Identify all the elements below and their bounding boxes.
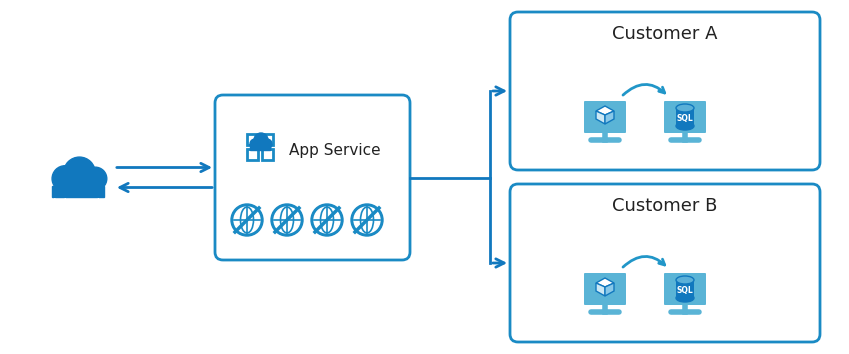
Circle shape <box>351 204 383 236</box>
Circle shape <box>231 204 263 236</box>
Polygon shape <box>596 106 614 115</box>
Ellipse shape <box>676 294 694 302</box>
Circle shape <box>254 133 268 147</box>
FancyBboxPatch shape <box>510 184 820 342</box>
Text: SQL: SQL <box>677 114 694 124</box>
FancyBboxPatch shape <box>215 95 410 260</box>
Bar <box>676 280 694 298</box>
Circle shape <box>65 176 85 196</box>
Bar <box>262 134 273 145</box>
Circle shape <box>314 207 340 233</box>
Bar <box>676 108 694 126</box>
FancyBboxPatch shape <box>664 273 706 305</box>
FancyBboxPatch shape <box>664 101 706 133</box>
FancyBboxPatch shape <box>584 273 626 305</box>
Bar <box>247 134 258 145</box>
Ellipse shape <box>676 276 694 284</box>
Text: Internet: Internet <box>53 197 103 210</box>
Polygon shape <box>596 278 614 287</box>
Circle shape <box>274 207 300 233</box>
Circle shape <box>250 139 260 149</box>
FancyBboxPatch shape <box>510 12 820 170</box>
Circle shape <box>271 204 303 236</box>
Bar <box>250 144 270 150</box>
Ellipse shape <box>676 122 694 130</box>
Polygon shape <box>596 111 605 124</box>
Circle shape <box>234 207 260 233</box>
Circle shape <box>262 139 272 149</box>
Bar <box>52 186 104 198</box>
Ellipse shape <box>676 104 694 112</box>
Text: Customer A: Customer A <box>612 25 717 43</box>
Polygon shape <box>605 283 614 296</box>
Circle shape <box>311 204 343 236</box>
Text: Customer B: Customer B <box>612 197 717 215</box>
Bar <box>247 149 258 160</box>
FancyBboxPatch shape <box>584 101 626 133</box>
Polygon shape <box>596 283 605 296</box>
Circle shape <box>78 176 98 196</box>
Text: App Service: App Service <box>290 143 381 158</box>
Circle shape <box>84 167 107 190</box>
Bar <box>262 149 273 160</box>
Circle shape <box>354 207 380 233</box>
Text: SQL: SQL <box>677 286 694 296</box>
Polygon shape <box>605 111 614 124</box>
Circle shape <box>52 166 78 192</box>
Circle shape <box>64 157 95 189</box>
